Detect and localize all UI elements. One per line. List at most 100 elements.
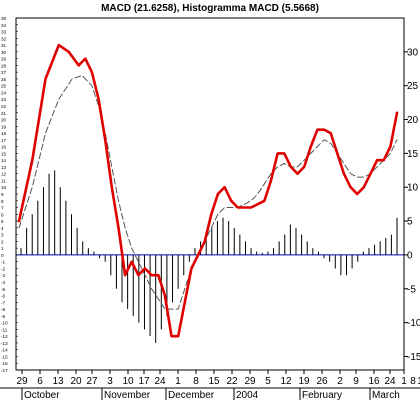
left-tick-label: 18	[1, 131, 7, 136]
left-tick-label: 31	[1, 43, 7, 48]
right-tick-label: -15	[407, 352, 420, 363]
left-tick-label: 34	[1, 23, 7, 28]
x-tick-label: 5	[265, 376, 271, 387]
left-tick-label: 11	[1, 178, 6, 183]
left-tick-label: 25	[1, 84, 7, 89]
left-tick-label: 0	[1, 253, 4, 258]
left-tick-label: -3	[1, 273, 6, 278]
left-tick-label: -1	[1, 260, 6, 265]
left-tick-label: -2	[1, 266, 6, 271]
x-tick-label: 13	[52, 376, 64, 387]
left-tick-label: 15	[1, 151, 7, 156]
left-tick-label: 7	[1, 206, 4, 211]
x-tick-label: 1	[401, 376, 407, 387]
month-label: February	[302, 390, 342, 400]
left-tick-label: 16	[1, 145, 7, 150]
left-tick-label: 2	[1, 239, 4, 244]
right-tick-label: 20	[407, 115, 419, 126]
left-tick-label: 3	[1, 233, 4, 238]
left-tick-label: 13	[1, 165, 7, 170]
x-tick-label: 3	[107, 376, 113, 387]
left-tick-label: -13	[1, 341, 8, 346]
left-tick-label: -16	[1, 361, 8, 366]
right-tick-label: -5	[407, 284, 416, 295]
right-tick-label: 30	[407, 47, 419, 58]
left-tick-label: 17	[1, 138, 7, 143]
right-tick-label: -10	[407, 318, 420, 329]
x-tick-label: 12	[280, 376, 292, 387]
left-tick-label: 33	[1, 30, 7, 35]
left-tick-label: -4	[1, 280, 6, 285]
month-label: December	[168, 390, 215, 400]
left-tick-label: 21	[1, 111, 7, 116]
x-tick-label: 1	[417, 376, 420, 387]
left-tick-label: 14	[1, 158, 7, 163]
x-tick-label: 9	[353, 376, 359, 387]
signal-line	[18, 75, 398, 310]
left-tick-label: -6	[1, 294, 6, 299]
x-tick-label: 19	[298, 376, 310, 387]
left-tick-label: -17	[1, 368, 8, 373]
left-tick-label: -9	[1, 314, 6, 319]
left-tick-label: 32	[1, 36, 7, 41]
x-tick-label: 20	[70, 376, 82, 387]
left-tick-label: 27	[1, 70, 7, 75]
left-tick-label: 35	[1, 16, 7, 21]
right-tick-label: 0	[407, 250, 413, 261]
x-tick-label: 1	[175, 376, 181, 387]
right-tick-label: 25	[407, 81, 419, 92]
left-tick-label: -15	[1, 354, 8, 359]
plot-frame	[15, 17, 405, 371]
left-tick-label: 9	[1, 192, 4, 197]
x-tick-label: 29	[16, 376, 28, 387]
left-tick-label: 28	[1, 63, 7, 68]
left-tick-label: 5	[1, 219, 4, 224]
x-tick-label: 22	[226, 376, 238, 387]
x-tick-label: 8	[193, 376, 199, 387]
x-tick-label: 8	[410, 376, 416, 387]
left-tick-label: 30	[1, 50, 7, 55]
left-tick-label: 24	[1, 90, 7, 95]
x-tick-label: 6	[37, 376, 43, 387]
x-tick-label: 27	[86, 376, 98, 387]
month-label: March	[372, 390, 400, 400]
right-tick-label: 15	[407, 149, 419, 160]
left-tick-label: -10	[1, 321, 8, 326]
left-tick-label: 29	[1, 57, 7, 62]
left-tick-label: 26	[1, 77, 7, 82]
x-tick-label: 2	[337, 376, 343, 387]
left-tick-label: -5	[1, 287, 6, 292]
left-tick-label: 23	[1, 97, 7, 102]
x-tick-label: 10	[122, 376, 134, 387]
left-tick-label: 20	[1, 118, 7, 123]
left-tick-label: 19	[1, 124, 7, 129]
x-tick-label: 24	[384, 376, 396, 387]
left-tick-label: 8	[1, 199, 4, 204]
month-label: November	[104, 390, 151, 400]
macd-line	[17, 43, 399, 338]
left-tick-label: -12	[1, 334, 8, 339]
left-tick-label: 12	[1, 172, 7, 177]
left-tick-label: -8	[1, 307, 6, 312]
left-tick-label: -11	[1, 327, 8, 332]
left-tick-label: 10	[1, 185, 7, 190]
left-tick-label: -14	[1, 348, 8, 353]
x-tick-label: 29	[244, 376, 256, 387]
left-tick-label: -7	[1, 300, 6, 305]
x-tick-label: 16	[368, 376, 380, 387]
x-tick-label: 26	[316, 376, 328, 387]
right-tick-label: 10	[407, 183, 419, 194]
x-tick-label: 17	[138, 376, 150, 387]
left-tick-label: 6	[1, 212, 4, 217]
left-tick-label: 22	[1, 104, 7, 109]
left-tick-label: 1	[1, 246, 4, 251]
x-tick-label: 24	[154, 376, 166, 387]
month-label: 2004	[236, 390, 259, 400]
right-tick-label: 5	[407, 217, 413, 228]
month-label: October	[24, 390, 60, 400]
x-tick-label: 15	[208, 376, 220, 387]
left-tick-label: 4	[1, 226, 4, 231]
chart-title: MACD (21.6258), Histogramma MACD (5.5668…	[101, 3, 319, 14]
